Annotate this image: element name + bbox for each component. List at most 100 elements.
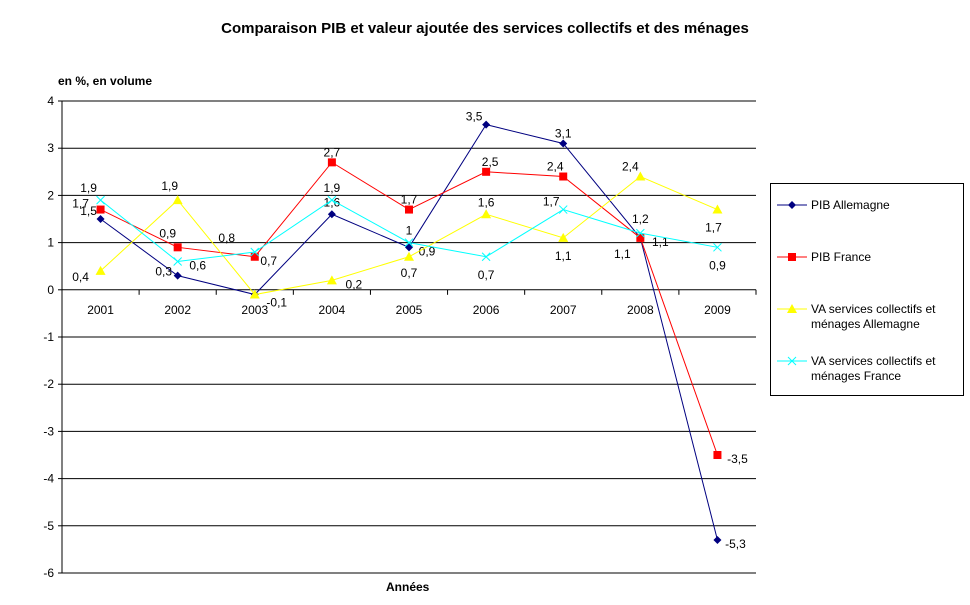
data-point — [636, 233, 645, 242]
y-tick-label: 3 — [47, 141, 54, 155]
data-label: 1,1 — [652, 235, 669, 249]
data-label: 1,9 — [324, 181, 341, 195]
marker-stroke — [96, 195, 105, 205]
x-tick-label: 2009 — [704, 303, 731, 317]
y-tick-label: -6 — [43, 566, 54, 580]
x-tick-label: 2007 — [550, 303, 577, 317]
data-label: 1,7 — [72, 197, 89, 211]
data-label: 0,6 — [189, 258, 206, 272]
marker-stroke — [250, 247, 260, 257]
data-label: 1,6 — [478, 195, 495, 209]
data-label: 3,5 — [466, 110, 483, 124]
y-axis-label: en %, en volume — [58, 74, 153, 88]
legend-item-pib-allemagne: PIB Allemagne — [777, 198, 890, 213]
x-tick-label: 2006 — [473, 303, 500, 317]
legend-label: VA services collectifs et ménages Allema… — [811, 302, 936, 331]
data-point — [558, 232, 569, 242]
x-tick-label: 2001 — [87, 303, 114, 317]
data-point — [327, 210, 336, 219]
data-point — [249, 289, 260, 299]
x-axis-label: Années — [386, 580, 430, 594]
data-label: 1,7 — [543, 195, 560, 209]
y-tick-label: 2 — [47, 188, 54, 202]
data-point — [95, 265, 106, 275]
data-label: 0,2 — [346, 277, 363, 291]
data-label: 0,9 — [159, 226, 176, 240]
y-tick-label: 1 — [47, 236, 54, 250]
data-label: 2,5 — [482, 155, 499, 169]
data-point — [96, 195, 105, 205]
data-point — [558, 205, 568, 214]
data-point — [250, 252, 259, 261]
marker-stroke — [558, 205, 568, 214]
data-point — [482, 120, 491, 129]
data-point — [250, 247, 260, 257]
data-point — [172, 195, 183, 205]
data-point — [713, 451, 722, 459]
x-tick-label: 2004 — [319, 303, 346, 317]
data-point — [712, 204, 723, 214]
data-point — [405, 205, 413, 214]
marker-stroke — [787, 356, 797, 366]
data-label: 1,7 — [401, 193, 418, 207]
data-point — [559, 139, 568, 148]
marker-stroke — [404, 238, 414, 247]
data-label: 1,7 — [705, 221, 722, 235]
data-point — [173, 271, 182, 280]
data-point — [713, 242, 722, 252]
data-point — [173, 257, 183, 266]
marker-stroke — [481, 252, 491, 262]
data-label: 0,8 — [218, 231, 235, 245]
data-point — [481, 252, 491, 262]
data-point — [481, 209, 492, 219]
x-tick-label: 2008 — [627, 303, 654, 317]
series-va-services-collectifs-et-ménages-allemagne: 0,4 1,9 -0,1 0,2 0,7 1,6 1,1 2,4 1,7 — [72, 160, 723, 310]
data-label: 1,9 — [161, 179, 178, 193]
data-point — [404, 238, 414, 247]
legend-label: VA services collectifs et ménages France — [811, 354, 936, 383]
data-point — [482, 167, 491, 176]
x-tick-label: 2002 — [164, 303, 191, 317]
data-point — [787, 304, 797, 313]
legend-marker — [777, 304, 807, 313]
data-point — [173, 243, 182, 252]
data-label: 1,1 — [614, 247, 631, 261]
legend-label: PIB France — [811, 250, 872, 264]
data-point — [327, 195, 337, 205]
legend-item-va-france: VA services collectifs et ménages France — [777, 354, 961, 384]
data-label: 0,9 — [709, 258, 726, 272]
data-label: 2,4 — [622, 160, 639, 174]
data-label: 0,9 — [419, 244, 436, 258]
series-pib-allemagne: 1,5 0,3 1,6 0,9 3,5 3,1 1,1 -5,3 — [80, 110, 746, 551]
data-label: 1,6 — [324, 195, 341, 209]
data-label: 1,9 — [80, 181, 97, 195]
data-point — [326, 275, 337, 285]
chart-title: Comparaison PIB et valeur ajoutée des se… — [221, 20, 749, 37]
data-label: -3,5 — [727, 452, 748, 466]
series-pib-france: 1,70,90,72,71,72,5 2,41,1-3,5 — [72, 145, 748, 466]
data-label: 2,4 — [547, 160, 564, 174]
data-point — [327, 158, 336, 167]
data-point — [96, 205, 105, 214]
data-label: 0,3 — [155, 265, 172, 279]
data-point — [405, 243, 413, 252]
data-point — [559, 172, 568, 181]
y-tick-label: -3 — [43, 424, 54, 438]
y-tick-label: 4 — [47, 94, 54, 108]
data-point — [96, 215, 105, 223]
legend: PIB Allemagne PIB France VA services col… — [770, 183, 964, 396]
series-line — [100, 124, 718, 541]
data-label: 0,7 — [478, 268, 495, 282]
series-va-services-collectifs-et-ménages-france: 1,9 0,6 0,8 1,9 1 0,7 1,7 1,2 0,9 — [80, 181, 726, 282]
marker-stroke — [635, 228, 645, 238]
marker-stroke — [713, 242, 722, 252]
data-point — [787, 356, 797, 366]
data-point — [635, 171, 646, 181]
data-label: 3,1 — [555, 126, 572, 140]
data-label: 0,7 — [260, 254, 277, 268]
data-point — [635, 228, 645, 238]
legend-marker — [777, 253, 807, 261]
data-label: 0,4 — [72, 270, 89, 284]
data-label: 0,7 — [401, 266, 418, 280]
